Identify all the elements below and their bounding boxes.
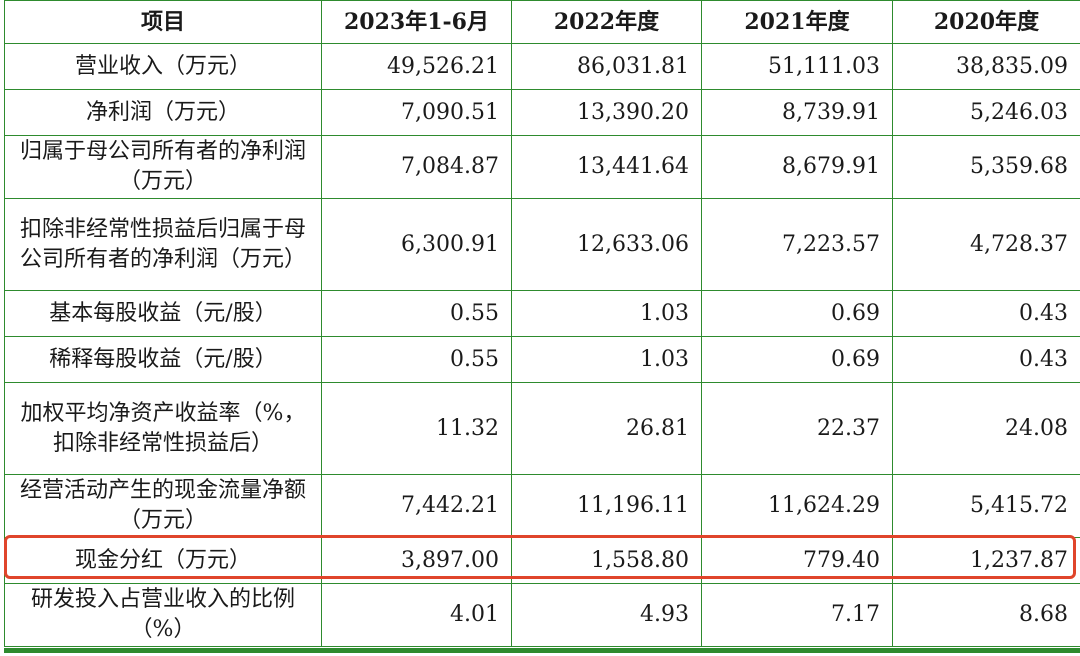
cell-value: 51,111.03 bbox=[701, 43, 893, 90]
row-label: 营业收入（万元） bbox=[4, 43, 322, 90]
cell-value: 0.43 bbox=[892, 290, 1080, 337]
row-label: 净利润（万元） bbox=[4, 89, 322, 136]
table-row: 研发投入占营业收入的比例（%） 4.01 4.93 7.17 8.68 bbox=[4, 583, 1080, 647]
cell-value: 24.08 bbox=[892, 382, 1080, 475]
cell-value: 38,835.09 bbox=[892, 43, 1080, 90]
table-row-highlighted: 现金分红（万元） 3,897.00 1,558.80 779.40 1,237.… bbox=[4, 537, 1080, 584]
header-row: 项目 2023年1-6月 2022年度 2021年度 2020年度 bbox=[4, 0, 1080, 44]
cell-value: 0.55 bbox=[321, 336, 512, 383]
cell-value: 5,246.03 bbox=[892, 89, 1080, 136]
cell-value: 13,441.64 bbox=[511, 135, 702, 199]
cell-value: 1,558.80 bbox=[511, 537, 702, 584]
cell-value: 12,633.06 bbox=[511, 198, 702, 291]
cell-value: 22.37 bbox=[701, 382, 893, 475]
table-row: 净利润（万元） 7,090.51 13,390.20 8,739.91 5,24… bbox=[4, 89, 1080, 136]
cell-value: 8,679.91 bbox=[701, 135, 893, 199]
cell-value: 7,084.87 bbox=[321, 135, 512, 199]
table-row: 基本每股收益（元/股） 0.55 1.03 0.69 0.43 bbox=[4, 290, 1080, 337]
cell-value: 13,390.20 bbox=[511, 89, 702, 136]
cell-value: 0.69 bbox=[701, 290, 893, 337]
cell-value: 86,031.81 bbox=[511, 43, 702, 90]
cell-value: 7.17 bbox=[701, 583, 893, 647]
cell-value: 5,359.68 bbox=[892, 135, 1080, 199]
cell-value: 7,223.57 bbox=[701, 198, 893, 291]
bottom-rule bbox=[4, 648, 1080, 653]
financial-table: 项目 2023年1-6月 2022年度 2021年度 2020年度 营业收入（万… bbox=[4, 0, 1080, 647]
header-2023h1: 2023年1-6月 bbox=[321, 0, 512, 44]
table-row: 稀释每股收益（元/股） 0.55 1.03 0.69 0.43 bbox=[4, 336, 1080, 383]
row-label: 稀释每股收益（元/股） bbox=[4, 336, 322, 383]
cell-value: 0.43 bbox=[892, 336, 1080, 383]
cell-value: 5,415.72 bbox=[892, 474, 1080, 538]
cell-value: 1,237.87 bbox=[892, 537, 1080, 584]
row-label: 归属于母公司所有者的净利润（万元） bbox=[4, 135, 322, 199]
cell-value: 6,300.91 bbox=[321, 198, 512, 291]
header-2021: 2021年度 bbox=[701, 0, 893, 44]
row-label: 扣除非经常性损益后归属于母公司所有者的净利润（万元） bbox=[4, 198, 322, 291]
cell-value: 11.32 bbox=[321, 382, 512, 475]
cell-value: 49,526.21 bbox=[321, 43, 512, 90]
cell-value: 1.03 bbox=[511, 336, 702, 383]
cell-value: 0.69 bbox=[701, 336, 893, 383]
cell-value: 4,728.37 bbox=[892, 198, 1080, 291]
table-row: 扣除非经常性损益后归属于母公司所有者的净利润（万元） 6,300.91 12,6… bbox=[4, 198, 1080, 291]
row-label: 经营活动产生的现金流量净额（万元） bbox=[4, 474, 322, 538]
table-row: 营业收入（万元） 49,526.21 86,031.81 51,111.03 3… bbox=[4, 43, 1080, 90]
table-row: 经营活动产生的现金流量净额（万元） 7,442.21 11,196.11 11,… bbox=[4, 474, 1080, 538]
cell-value: 11,624.29 bbox=[701, 474, 893, 538]
row-label: 研发投入占营业收入的比例（%） bbox=[4, 583, 322, 647]
cell-value: 8.68 bbox=[892, 583, 1080, 647]
table-row: 加权平均净资产收益率（%，扣除非经常性损益后） 11.32 26.81 22.3… bbox=[4, 382, 1080, 475]
row-label: 基本每股收益（元/股） bbox=[4, 290, 322, 337]
table-row: 归属于母公司所有者的净利润（万元） 7,084.87 13,441.64 8,6… bbox=[4, 135, 1080, 199]
cell-value: 4.01 bbox=[321, 583, 512, 647]
cell-value: 8,739.91 bbox=[701, 89, 893, 136]
cell-value: 11,196.11 bbox=[511, 474, 702, 538]
cell-value: 7,442.21 bbox=[321, 474, 512, 538]
cell-value: 7,090.51 bbox=[321, 89, 512, 136]
cell-value: 4.93 bbox=[511, 583, 702, 647]
cell-value: 1.03 bbox=[511, 290, 702, 337]
header-2022: 2022年度 bbox=[511, 0, 702, 44]
header-item: 项目 bbox=[4, 0, 322, 44]
header-2020: 2020年度 bbox=[892, 0, 1080, 44]
cell-value: 0.55 bbox=[321, 290, 512, 337]
cell-value: 3,897.00 bbox=[321, 537, 512, 584]
row-label: 现金分红（万元） bbox=[4, 537, 322, 584]
row-label: 加权平均净资产收益率（%，扣除非经常性损益后） bbox=[4, 382, 322, 475]
cell-value: 779.40 bbox=[701, 537, 893, 584]
cell-value: 26.81 bbox=[511, 382, 702, 475]
